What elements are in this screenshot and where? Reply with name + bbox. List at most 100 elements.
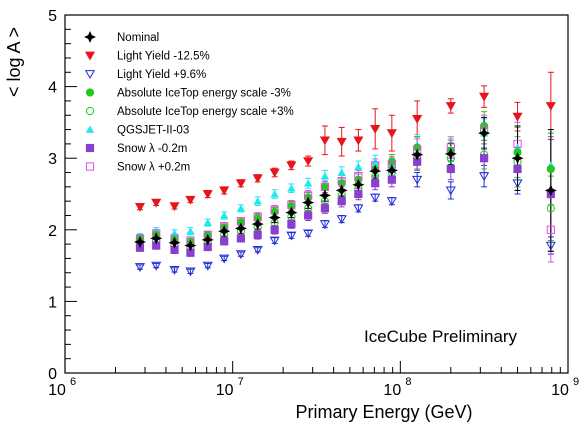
data-point bbox=[478, 127, 491, 140]
data-point bbox=[252, 245, 263, 255]
x-tick-label: 10 bbox=[48, 382, 66, 399]
y-tick-label: 5 bbox=[48, 8, 57, 25]
data-point bbox=[387, 175, 396, 184]
data-point bbox=[385, 164, 398, 177]
y-tick-label: 0 bbox=[48, 366, 57, 383]
data-point bbox=[412, 114, 423, 124]
data-point bbox=[186, 227, 195, 235]
data-point bbox=[202, 190, 213, 199]
data-point bbox=[303, 157, 314, 167]
data-point bbox=[134, 203, 146, 212]
data-point bbox=[386, 197, 397, 207]
x-tick-label-exponent: 8 bbox=[405, 376, 411, 388]
data-point bbox=[151, 261, 162, 271]
data-point bbox=[545, 102, 556, 111]
data-point bbox=[511, 152, 524, 165]
data-point bbox=[286, 161, 297, 171]
data-point bbox=[285, 206, 298, 219]
data-point bbox=[287, 219, 296, 229]
data-point bbox=[151, 198, 162, 208]
data-point bbox=[546, 164, 555, 174]
x-tick-label: 10 bbox=[551, 382, 569, 399]
data-point bbox=[480, 154, 489, 163]
data-point bbox=[303, 229, 314, 239]
data-point bbox=[219, 254, 230, 264]
data-point bbox=[168, 236, 181, 249]
data-point bbox=[371, 179, 380, 188]
data-point bbox=[270, 190, 279, 198]
data-point bbox=[352, 178, 365, 191]
data-point bbox=[220, 237, 229, 246]
data-point bbox=[253, 197, 262, 205]
data-point bbox=[412, 175, 423, 185]
data-point bbox=[251, 218, 264, 231]
data-point bbox=[185, 267, 196, 277]
data-point bbox=[513, 164, 522, 174]
data-point bbox=[386, 129, 397, 139]
data-point bbox=[219, 211, 229, 219]
data-point bbox=[387, 157, 396, 166]
data-point bbox=[219, 186, 230, 196]
data-point bbox=[318, 189, 331, 202]
legend-label: Snow λ +0.2m bbox=[117, 162, 190, 174]
y-tick-label: 4 bbox=[48, 80, 57, 97]
data-point bbox=[336, 215, 347, 225]
data-point bbox=[235, 250, 246, 260]
data-point bbox=[370, 193, 381, 203]
data-point bbox=[546, 204, 555, 213]
data-point bbox=[268, 211, 281, 224]
data-point bbox=[337, 168, 346, 176]
tick-labels: 10 6 10 7 10 8 10 9 0 1 2 3 4 5 bbox=[48, 8, 579, 399]
data-point bbox=[479, 172, 490, 182]
data-point bbox=[319, 220, 330, 230]
data-point bbox=[337, 197, 346, 206]
data-point bbox=[319, 136, 330, 146]
data-point bbox=[287, 184, 296, 192]
data-point bbox=[445, 186, 456, 196]
data-point bbox=[169, 202, 180, 212]
data-point bbox=[236, 234, 246, 243]
data-point bbox=[545, 241, 556, 251]
data-point bbox=[252, 174, 263, 184]
x-axis-title: Primary Energy (GeV) bbox=[295, 402, 472, 422]
data-point bbox=[479, 92, 490, 102]
legend-label: Nominal bbox=[117, 32, 159, 44]
y-axis-title: < log A > bbox=[4, 27, 24, 97]
data-point bbox=[203, 218, 212, 226]
data-point bbox=[444, 147, 457, 160]
data-point bbox=[201, 233, 214, 246]
legend-marker bbox=[85, 143, 95, 153]
data-markers bbox=[133, 92, 557, 277]
data-point bbox=[303, 179, 313, 187]
legend-label: Light Yield -12.5% bbox=[117, 51, 210, 63]
data-point bbox=[302, 196, 315, 209]
data-point bbox=[269, 168, 280, 178]
data-point bbox=[150, 232, 163, 245]
legend-marker bbox=[85, 106, 95, 116]
legend: Nominal Light Yield -12.5% Light Yield +9.… bbox=[84, 31, 294, 174]
data-point bbox=[512, 112, 523, 122]
data-point bbox=[286, 231, 297, 241]
data-point bbox=[320, 182, 330, 191]
data-point bbox=[236, 204, 246, 212]
data-point bbox=[411, 148, 424, 161]
data-point bbox=[234, 222, 247, 235]
x-tick-label-exponent: 9 bbox=[573, 376, 579, 388]
x-tick-label: 10 bbox=[216, 382, 234, 399]
axis-ticks bbox=[64, 14, 569, 374]
data-point bbox=[336, 137, 347, 147]
data-point bbox=[169, 266, 180, 275]
data-point bbox=[370, 124, 381, 134]
plot-frame bbox=[64, 14, 569, 374]
data-point bbox=[269, 236, 280, 246]
data-point bbox=[446, 164, 455, 174]
data-point bbox=[134, 263, 146, 273]
y-tick-label: 1 bbox=[48, 294, 57, 311]
x-tick-label: 10 bbox=[383, 382, 401, 399]
data-point bbox=[353, 204, 364, 214]
x-tick-label-exponent: 7 bbox=[238, 376, 244, 388]
data-point bbox=[544, 184, 557, 197]
y-tick-label: 3 bbox=[48, 151, 57, 168]
data-point bbox=[512, 179, 523, 189]
